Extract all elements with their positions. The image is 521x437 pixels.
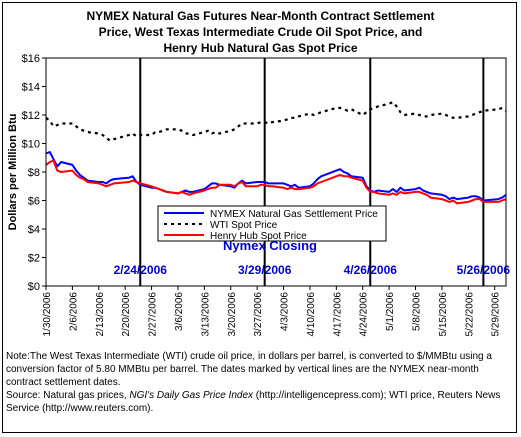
- x-tick-label: 5/8/2006: [412, 292, 423, 331]
- x-tick-label: 3/6/2006: [174, 292, 185, 331]
- x-tick-label: 3/27/2006: [253, 292, 264, 337]
- y-axis-label: Dollars per Million Btu: [7, 114, 19, 231]
- x-tick-label: 1/30/2006: [42, 292, 53, 337]
- y-tick-label: $4: [28, 224, 40, 236]
- x-tick-label: 4/3/2006: [280, 292, 291, 331]
- y-tick-label: $6: [28, 196, 40, 208]
- chart-title-line-1: NYMEX Natural Gas Futures Near-Month Con…: [86, 9, 435, 23]
- chart-title-line-2: Price, West Texas Intermediate Crude Oil…: [98, 25, 423, 39]
- closing-date-label: 5/26/2006: [457, 263, 511, 277]
- x-tick-label: 5/1/2006: [385, 292, 396, 331]
- x-tick-label: 5/22/2006: [464, 292, 475, 337]
- series-line-wti: [45, 101, 507, 142]
- x-tick-label: 4/17/2006: [332, 292, 343, 337]
- nymex-closing-label: Nymex Closing: [223, 238, 317, 253]
- chart-title-line-3: Henry Hub Natural Gas Spot Price: [163, 41, 358, 55]
- x-tick-label: 3/20/2006: [227, 292, 238, 337]
- source-suffix: (http://intelligencepress.com); WTI pric…: [6, 390, 501, 414]
- plot-area: [45, 57, 507, 287]
- legend-label: Henry Hub Spot Price: [210, 231, 307, 242]
- closing-date-label: 4/26/2006: [344, 263, 398, 277]
- y-tick-label: $0: [28, 281, 40, 293]
- y-tick-label: $8: [28, 167, 40, 179]
- chart-title: NYMEX Natural Gas Futures Near-Month Con…: [0, 8, 521, 56]
- closing-date-label: 2/24/2006: [114, 263, 168, 277]
- closing-date-label: 3/29/2006: [238, 263, 292, 277]
- source-prefix: Source: Natural gas prices,: [6, 390, 130, 401]
- x-tick-label: 2/20/2006: [121, 292, 132, 337]
- y-tick-label: $2: [28, 253, 40, 265]
- chart-note: Note:The West Texas Intermediate (WTI) c…: [6, 350, 516, 415]
- y-tick-label: $12: [22, 110, 40, 122]
- y-tick-label: $10: [22, 139, 40, 151]
- y-tick-label: $16: [22, 53, 40, 65]
- x-tick-label: 5/29/2006: [491, 292, 502, 337]
- x-tick-label: 4/24/2006: [359, 292, 370, 337]
- source-text: Source: Natural gas prices, NGI's Daily …: [6, 389, 516, 415]
- x-tick-label: 2/6/2006: [68, 292, 79, 331]
- x-tick-label: 2/13/2006: [95, 292, 106, 337]
- series-line-nymex: [45, 151, 507, 202]
- note-text: Note:The West Texas Intermediate (WTI) c…: [6, 351, 492, 388]
- y-tick-label: $14: [22, 82, 40, 94]
- x-tick-label: 2/27/2006: [148, 292, 159, 337]
- x-tick-label: 3/13/2006: [200, 292, 211, 337]
- x-tick-label: 5/15/2006: [438, 292, 449, 337]
- legend-label: NYMEX Natural Gas Settlement Price: [210, 209, 378, 220]
- legend-label: WTI Spot Price: [210, 220, 278, 231]
- line-chart: Dollars per Million Btu $0 $2 $4 $6 $8 $10 $12…: [7, 53, 511, 337]
- series-line-henry-hub: [45, 159, 507, 205]
- source-italic: NGI's Daily Gas Price Index: [129, 390, 254, 401]
- x-tick-label: 4/10/2006: [306, 292, 317, 337]
